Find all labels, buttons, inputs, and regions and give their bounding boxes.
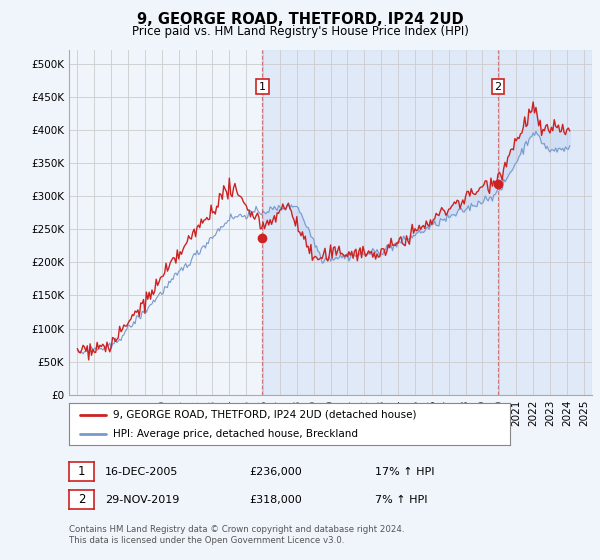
Text: 1: 1 xyxy=(259,82,266,92)
Text: HPI: Average price, detached house, Breckland: HPI: Average price, detached house, Brec… xyxy=(113,429,358,439)
Bar xyxy=(262,50,592,395)
Text: 2: 2 xyxy=(494,82,502,92)
Text: £318,000: £318,000 xyxy=(249,494,302,505)
Text: 9, GEORGE ROAD, THETFORD, IP24 2UD (detached house): 9, GEORGE ROAD, THETFORD, IP24 2UD (deta… xyxy=(113,409,416,419)
Text: 1: 1 xyxy=(78,465,85,478)
Text: 16-DEC-2005: 16-DEC-2005 xyxy=(105,466,178,477)
Text: 9, GEORGE ROAD, THETFORD, IP24 2UD: 9, GEORGE ROAD, THETFORD, IP24 2UD xyxy=(137,12,463,27)
Text: Price paid vs. HM Land Registry's House Price Index (HPI): Price paid vs. HM Land Registry's House … xyxy=(131,25,469,38)
Text: 7% ↑ HPI: 7% ↑ HPI xyxy=(375,494,427,505)
Text: 2: 2 xyxy=(78,493,85,506)
Text: 17% ↑ HPI: 17% ↑ HPI xyxy=(375,466,434,477)
Text: £236,000: £236,000 xyxy=(249,466,302,477)
Text: 29-NOV-2019: 29-NOV-2019 xyxy=(105,494,179,505)
Text: Contains HM Land Registry data © Crown copyright and database right 2024.
This d: Contains HM Land Registry data © Crown c… xyxy=(69,525,404,545)
